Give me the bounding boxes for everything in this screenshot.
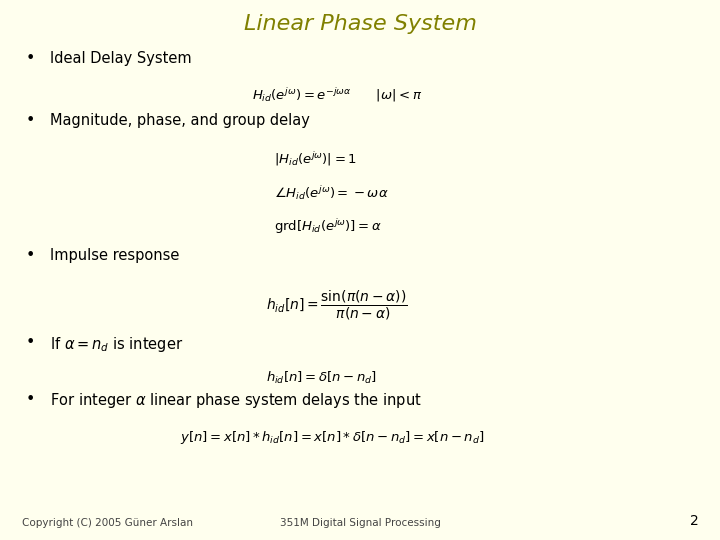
Text: Ideal Delay System: Ideal Delay System xyxy=(50,51,192,66)
Text: $\mathrm{grd}[H_{id}(e^{j\omega})] = \alpha$: $\mathrm{grd}[H_{id}(e^{j\omega})] = \al… xyxy=(274,217,382,236)
Text: $\angle H_{id}(e^{j\omega}) = -\omega\alpha$: $\angle H_{id}(e^{j\omega}) = -\omega\al… xyxy=(274,184,388,201)
Text: $h_{id}[n] = \delta[n - n_d]$: $h_{id}[n] = \delta[n - n_d]$ xyxy=(266,370,377,386)
Text: •: • xyxy=(25,51,35,66)
Text: •: • xyxy=(25,113,35,129)
Text: •: • xyxy=(25,248,35,264)
Text: Copyright (C) 2005 Güner Arslan: Copyright (C) 2005 Güner Arslan xyxy=(22,518,193,528)
Text: $|H_{id}(e^{j\omega})| = 1$: $|H_{id}(e^{j\omega})| = 1$ xyxy=(274,150,356,168)
Text: •: • xyxy=(25,335,35,350)
Text: 351M Digital Signal Processing: 351M Digital Signal Processing xyxy=(279,518,441,528)
Text: For integer $\alpha$ linear phase system delays the input: For integer $\alpha$ linear phase system… xyxy=(50,392,422,410)
Text: Magnitude, phase, and group delay: Magnitude, phase, and group delay xyxy=(50,113,310,129)
Text: $y[n] = x[n] * h_{id}[n] = x[n] * \delta[n-n_d] = x[n-n_d]$: $y[n] = x[n] * h_{id}[n] = x[n] * \delta… xyxy=(180,429,485,446)
Text: $H_{id}(e^{j\omega})= e^{-j\omega\alpha} \qquad |\omega| < \pi$: $H_{id}(e^{j\omega})= e^{-j\omega\alpha}… xyxy=(252,86,423,104)
Text: •: • xyxy=(25,392,35,407)
Text: 2: 2 xyxy=(690,514,698,528)
Text: Linear Phase System: Linear Phase System xyxy=(243,14,477,33)
Text: $h_{id}[n] = \dfrac{\sin(\pi(n-\alpha))}{\pi(n-\alpha)}$: $h_{id}[n] = \dfrac{\sin(\pi(n-\alpha))}… xyxy=(266,289,408,322)
Text: Impulse response: Impulse response xyxy=(50,248,180,264)
Text: If $\alpha=n_d$ is integer: If $\alpha=n_d$ is integer xyxy=(50,335,184,354)
